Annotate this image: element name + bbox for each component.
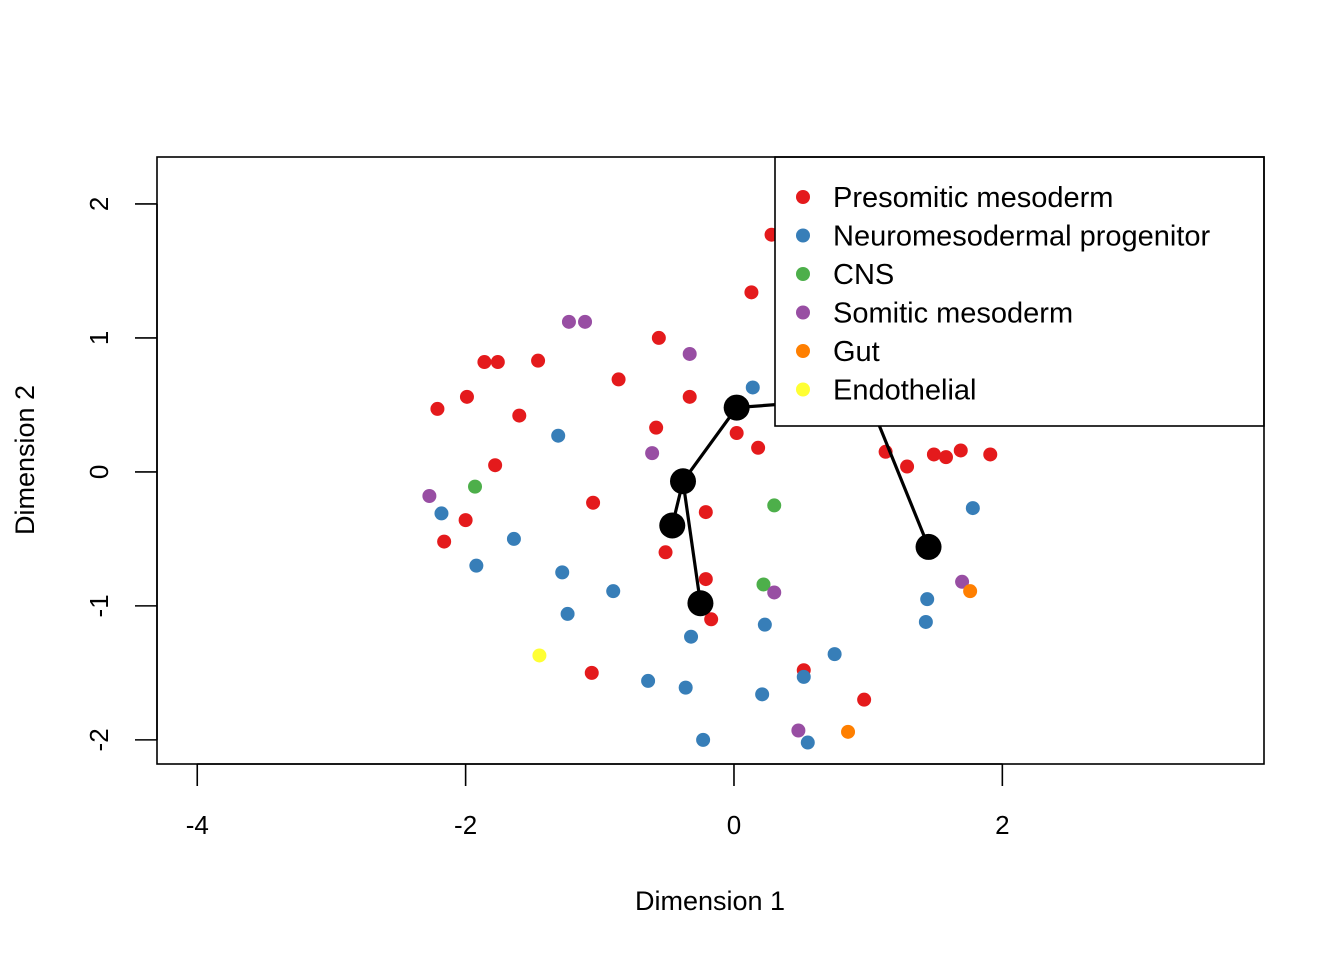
point-presomitic-mesoderm — [477, 355, 492, 370]
point-neuromesodermal-progenitor — [800, 735, 815, 750]
point-presomitic-mesoderm — [430, 401, 445, 416]
legend-marker — [796, 228, 810, 243]
point-somitic-mesoderm — [422, 489, 437, 504]
point-cns — [767, 498, 782, 513]
point-presomitic-mesoderm — [658, 545, 673, 560]
point-neuromesodermal-progenitor — [827, 647, 842, 662]
point-neuromesodermal-progenitor — [469, 558, 484, 573]
y-tick-label: 0 — [84, 465, 114, 479]
point-neuromesodermal-progenitor — [555, 565, 570, 580]
x-tick-label: 2 — [995, 810, 1009, 840]
point-neuromesodermal-progenitor — [684, 629, 699, 644]
point-somitic-mesoderm — [767, 585, 782, 600]
point-neuromesodermal-progenitor — [551, 428, 566, 443]
point-neuromesodermal-progenitor — [918, 614, 933, 629]
point-neuromesodermal-progenitor — [606, 584, 621, 599]
x-axis: -4 -2 0 2 — [186, 763, 1010, 840]
point-gut — [841, 724, 856, 739]
point-neuromesodermal-progenitor — [745, 380, 760, 395]
y-axis: -2 -1 0 1 2 — [84, 197, 158, 751]
point-neuromesodermal-progenitor — [678, 680, 693, 695]
point-presomitic-mesoderm — [698, 572, 713, 587]
point-somitic-mesoderm — [561, 314, 576, 329]
point-presomitic-mesoderm — [437, 534, 452, 549]
point-neuromesodermal-progenitor — [560, 606, 575, 621]
point-presomitic-mesoderm — [729, 426, 744, 441]
legend-marker — [796, 344, 810, 358]
point-presomitic-mesoderm — [584, 665, 599, 680]
trajectory-node — [687, 590, 714, 617]
legend-label: Presomitic mesoderm — [833, 182, 1113, 214]
legend-marker — [796, 267, 810, 281]
point-somitic-mesoderm — [791, 723, 806, 738]
legend-label: Neuromesodermal progenitor — [833, 221, 1211, 253]
point-somitic-mesoderm — [682, 346, 697, 361]
point-neuromesodermal-progenitor — [434, 506, 449, 521]
trajectory-node — [723, 394, 750, 421]
trajectory — [659, 394, 942, 617]
y-axis-title: Dimension 2 — [10, 385, 40, 535]
point-endothelial — [532, 648, 547, 663]
legend-marker — [796, 382, 810, 397]
trajectory-node — [669, 468, 696, 495]
point-neuromesodermal-progenitor — [696, 732, 711, 747]
point-presomitic-mesoderm — [649, 420, 664, 435]
point-presomitic-mesoderm — [586, 495, 601, 510]
y-tick-label: -2 — [84, 728, 114, 751]
point-presomitic-mesoderm — [458, 513, 473, 528]
point-neuromesodermal-progenitor — [755, 687, 770, 702]
point-somitic-mesoderm — [578, 314, 593, 329]
trajectory-line — [670, 400, 808, 526]
point-neuromesodermal-progenitor — [965, 501, 980, 516]
point-presomitic-mesoderm — [512, 408, 527, 423]
point-neuromesodermal-progenitor — [796, 669, 811, 684]
x-axis-title: Dimension 1 — [635, 886, 785, 916]
point-presomitic-mesoderm — [926, 447, 941, 462]
point-somitic-mesoderm — [645, 446, 660, 461]
point-neuromesodermal-progenitor — [641, 673, 656, 688]
legend-label: CNS — [833, 259, 894, 291]
point-presomitic-mesoderm — [953, 443, 968, 458]
point-neuromesodermal-progenitor — [506, 531, 521, 546]
point-cns — [756, 577, 771, 592]
legend-marker — [796, 190, 810, 204]
data-points — [422, 227, 998, 750]
legend-label: Somitic mesoderm — [833, 298, 1073, 330]
point-presomitic-mesoderm — [744, 285, 759, 300]
legend-label: Gut — [833, 336, 880, 368]
point-presomitic-mesoderm — [900, 459, 915, 474]
point-neuromesodermal-progenitor — [757, 617, 772, 632]
x-tick-label: -2 — [454, 810, 477, 840]
point-presomitic-mesoderm — [531, 353, 546, 368]
point-somitic-mesoderm — [955, 574, 970, 589]
point-gut — [963, 584, 978, 599]
point-cns — [468, 479, 483, 494]
point-presomitic-mesoderm — [682, 389, 697, 404]
point-presomitic-mesoderm — [983, 447, 998, 462]
point-presomitic-mesoderm — [751, 440, 766, 455]
legend: Presomitic mesoderm Neuromesodermal proge… — [774, 156, 1265, 427]
trajectory-node — [915, 533, 942, 560]
point-presomitic-mesoderm — [490, 355, 505, 370]
x-tick-label: 0 — [727, 810, 741, 840]
point-presomitic-mesoderm — [488, 458, 503, 473]
trajectory-line — [681, 481, 703, 604]
point-presomitic-mesoderm — [651, 330, 666, 345]
point-presomitic-mesoderm — [704, 612, 719, 627]
y-tick-label: 2 — [84, 197, 114, 211]
point-neuromesodermal-progenitor — [920, 592, 935, 607]
x-tick-label: -4 — [186, 810, 209, 840]
point-presomitic-mesoderm — [459, 389, 474, 404]
point-presomitic-mesoderm — [857, 692, 872, 707]
trajectory-node — [659, 512, 686, 539]
point-presomitic-mesoderm — [611, 372, 626, 387]
point-presomitic-mesoderm — [698, 505, 713, 520]
legend-marker — [796, 305, 810, 320]
legend-label: Endothelial — [833, 375, 977, 407]
y-tick-label: 1 — [84, 331, 114, 345]
point-presomitic-mesoderm — [938, 450, 953, 465]
y-tick-label: -1 — [84, 594, 114, 617]
